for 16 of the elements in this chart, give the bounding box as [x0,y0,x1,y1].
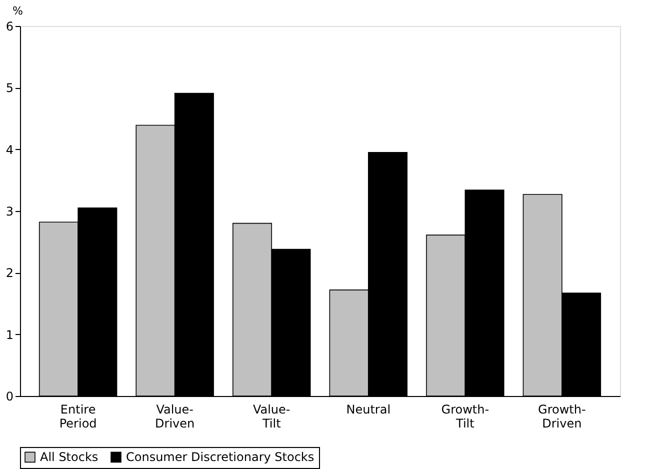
x-tick-label: Entire Period [59,402,97,430]
x-tick-label: Growth-Driven [538,402,586,430]
x-tick-label: Neutral [346,402,391,416]
legend-label: Consumer Discretionary Stocks [126,450,314,464]
y-axis-title: % [12,4,23,18]
legend-label: All Stocks [40,450,98,464]
y-tick-label: 6 [6,20,14,34]
y-tick-label: 3 [6,204,14,218]
x-tick-label: Value-Driven [155,402,195,430]
y-tick-label: 0 [6,390,14,404]
x-tick-label: Growth-Tilt [441,402,490,430]
y-tick-label: 4 [6,142,14,157]
y-tick-label: 5 [6,81,14,96]
y-tick-label: 1 [6,328,14,342]
x-tick-label: Value-Tilt [252,402,290,430]
y-tick-label: 2 [6,266,14,280]
